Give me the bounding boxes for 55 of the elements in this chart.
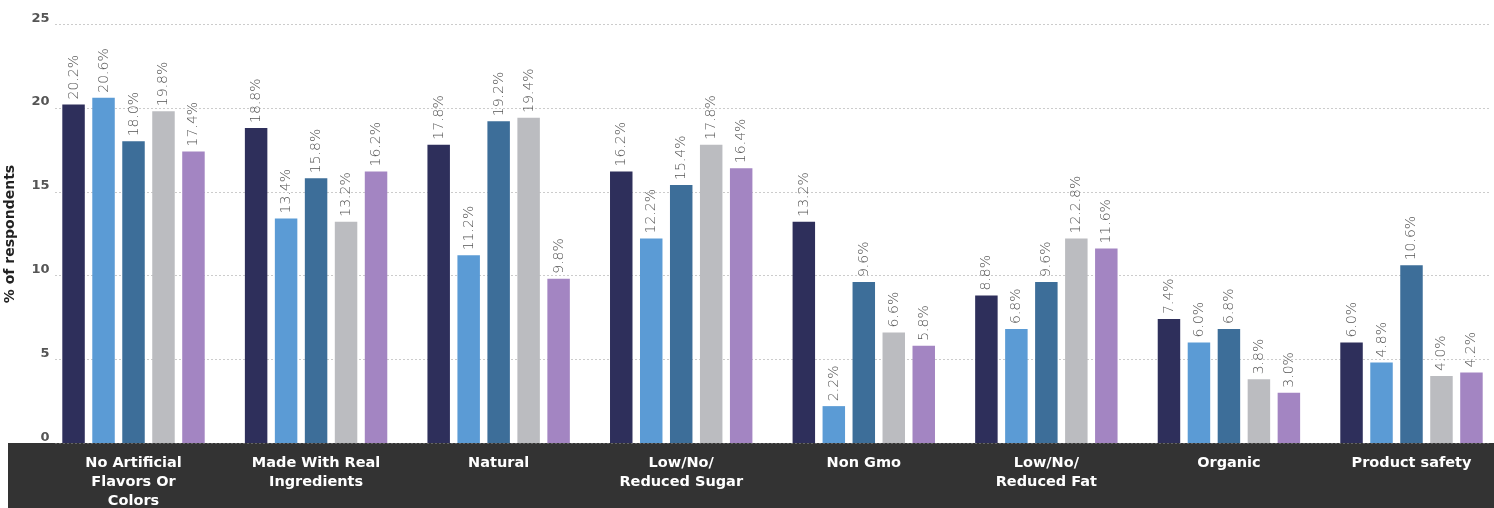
x-tick-label: Natural — [468, 453, 530, 470]
y-tick-label: 5 — [40, 344, 50, 360]
data-label: 11.6% — [1097, 199, 1114, 244]
data-label: 6.0% — [1342, 301, 1359, 338]
y-tick-label: 10 — [31, 260, 50, 276]
x-tick-label: No Artificial Flavors Or Colors — [85, 453, 182, 508]
y-tick-label: 0 — [40, 428, 50, 444]
data-label: 13.4% — [277, 168, 294, 214]
y-tick-label: 25 — [31, 9, 50, 25]
data-label: 6.6% — [884, 291, 901, 328]
data-label: 4.2% — [1462, 332, 1479, 368]
data-label: 9.6% — [854, 241, 871, 278]
data-label: 19.4% — [519, 68, 536, 113]
x-tick-label: Organic — [1197, 453, 1261, 470]
data-label: 16.2% — [612, 122, 629, 167]
data-label: 17.8% — [702, 95, 719, 140]
data-label: 17.8% — [429, 95, 446, 140]
data-label: 12.2.8% — [1067, 175, 1084, 234]
data-label: 5.8% — [914, 305, 931, 341]
data-label: 4.8% — [1372, 321, 1389, 358]
data-label: 2.2% — [824, 365, 841, 402]
data-label: 16.2% — [367, 122, 384, 167]
data-label: 18.8% — [247, 78, 264, 123]
data-label: 6.8% — [1007, 288, 1024, 325]
x-tick-label: Made With Real Ingredients — [251, 453, 381, 489]
data-label: 19.2% — [489, 71, 506, 117]
data-label: 9.6% — [1037, 241, 1054, 278]
data-label: 6.0% — [1189, 301, 1206, 338]
x-tick-label: Low/No/Reduced Sugar — [619, 453, 744, 489]
y-tick-label: 15 — [31, 177, 50, 193]
data-label: 16.4% — [732, 118, 749, 164]
data-label: 12.2% — [642, 189, 659, 234]
data-label: 3.0% — [1279, 352, 1296, 388]
data-label: 11.2% — [459, 205, 476, 251]
x-tick-label: Non Gmo — [826, 453, 902, 470]
x-tick-label: Product safety — [1351, 453, 1473, 470]
data-label: 19.8% — [154, 61, 171, 107]
data-label: 17.4% — [184, 101, 201, 147]
data-label: 8.8% — [977, 254, 994, 291]
data-label: 15.8% — [307, 128, 324, 174]
x-tick-label: Low/No/Reduced Fat — [995, 453, 1098, 489]
data-label: 13.2% — [794, 172, 811, 217]
data-label: 9.8% — [549, 238, 566, 274]
y-axis-title: % of respondents — [1, 164, 18, 304]
data-label: 6.8% — [1219, 288, 1236, 325]
data-label: 4.0% — [1432, 335, 1449, 371]
data-label: 15.4% — [672, 135, 689, 180]
y-tick-label: 20 — [31, 93, 50, 109]
data-label: 7.4% — [1159, 278, 1176, 314]
data-label: 18.0% — [124, 91, 141, 137]
data-label: 10.6% — [1402, 215, 1419, 261]
data-label: 20.2% — [64, 54, 81, 100]
data-label: 20.6% — [94, 48, 111, 93]
data-label: 13.2% — [337, 172, 354, 217]
data-label: 3.8% — [1249, 338, 1266, 375]
